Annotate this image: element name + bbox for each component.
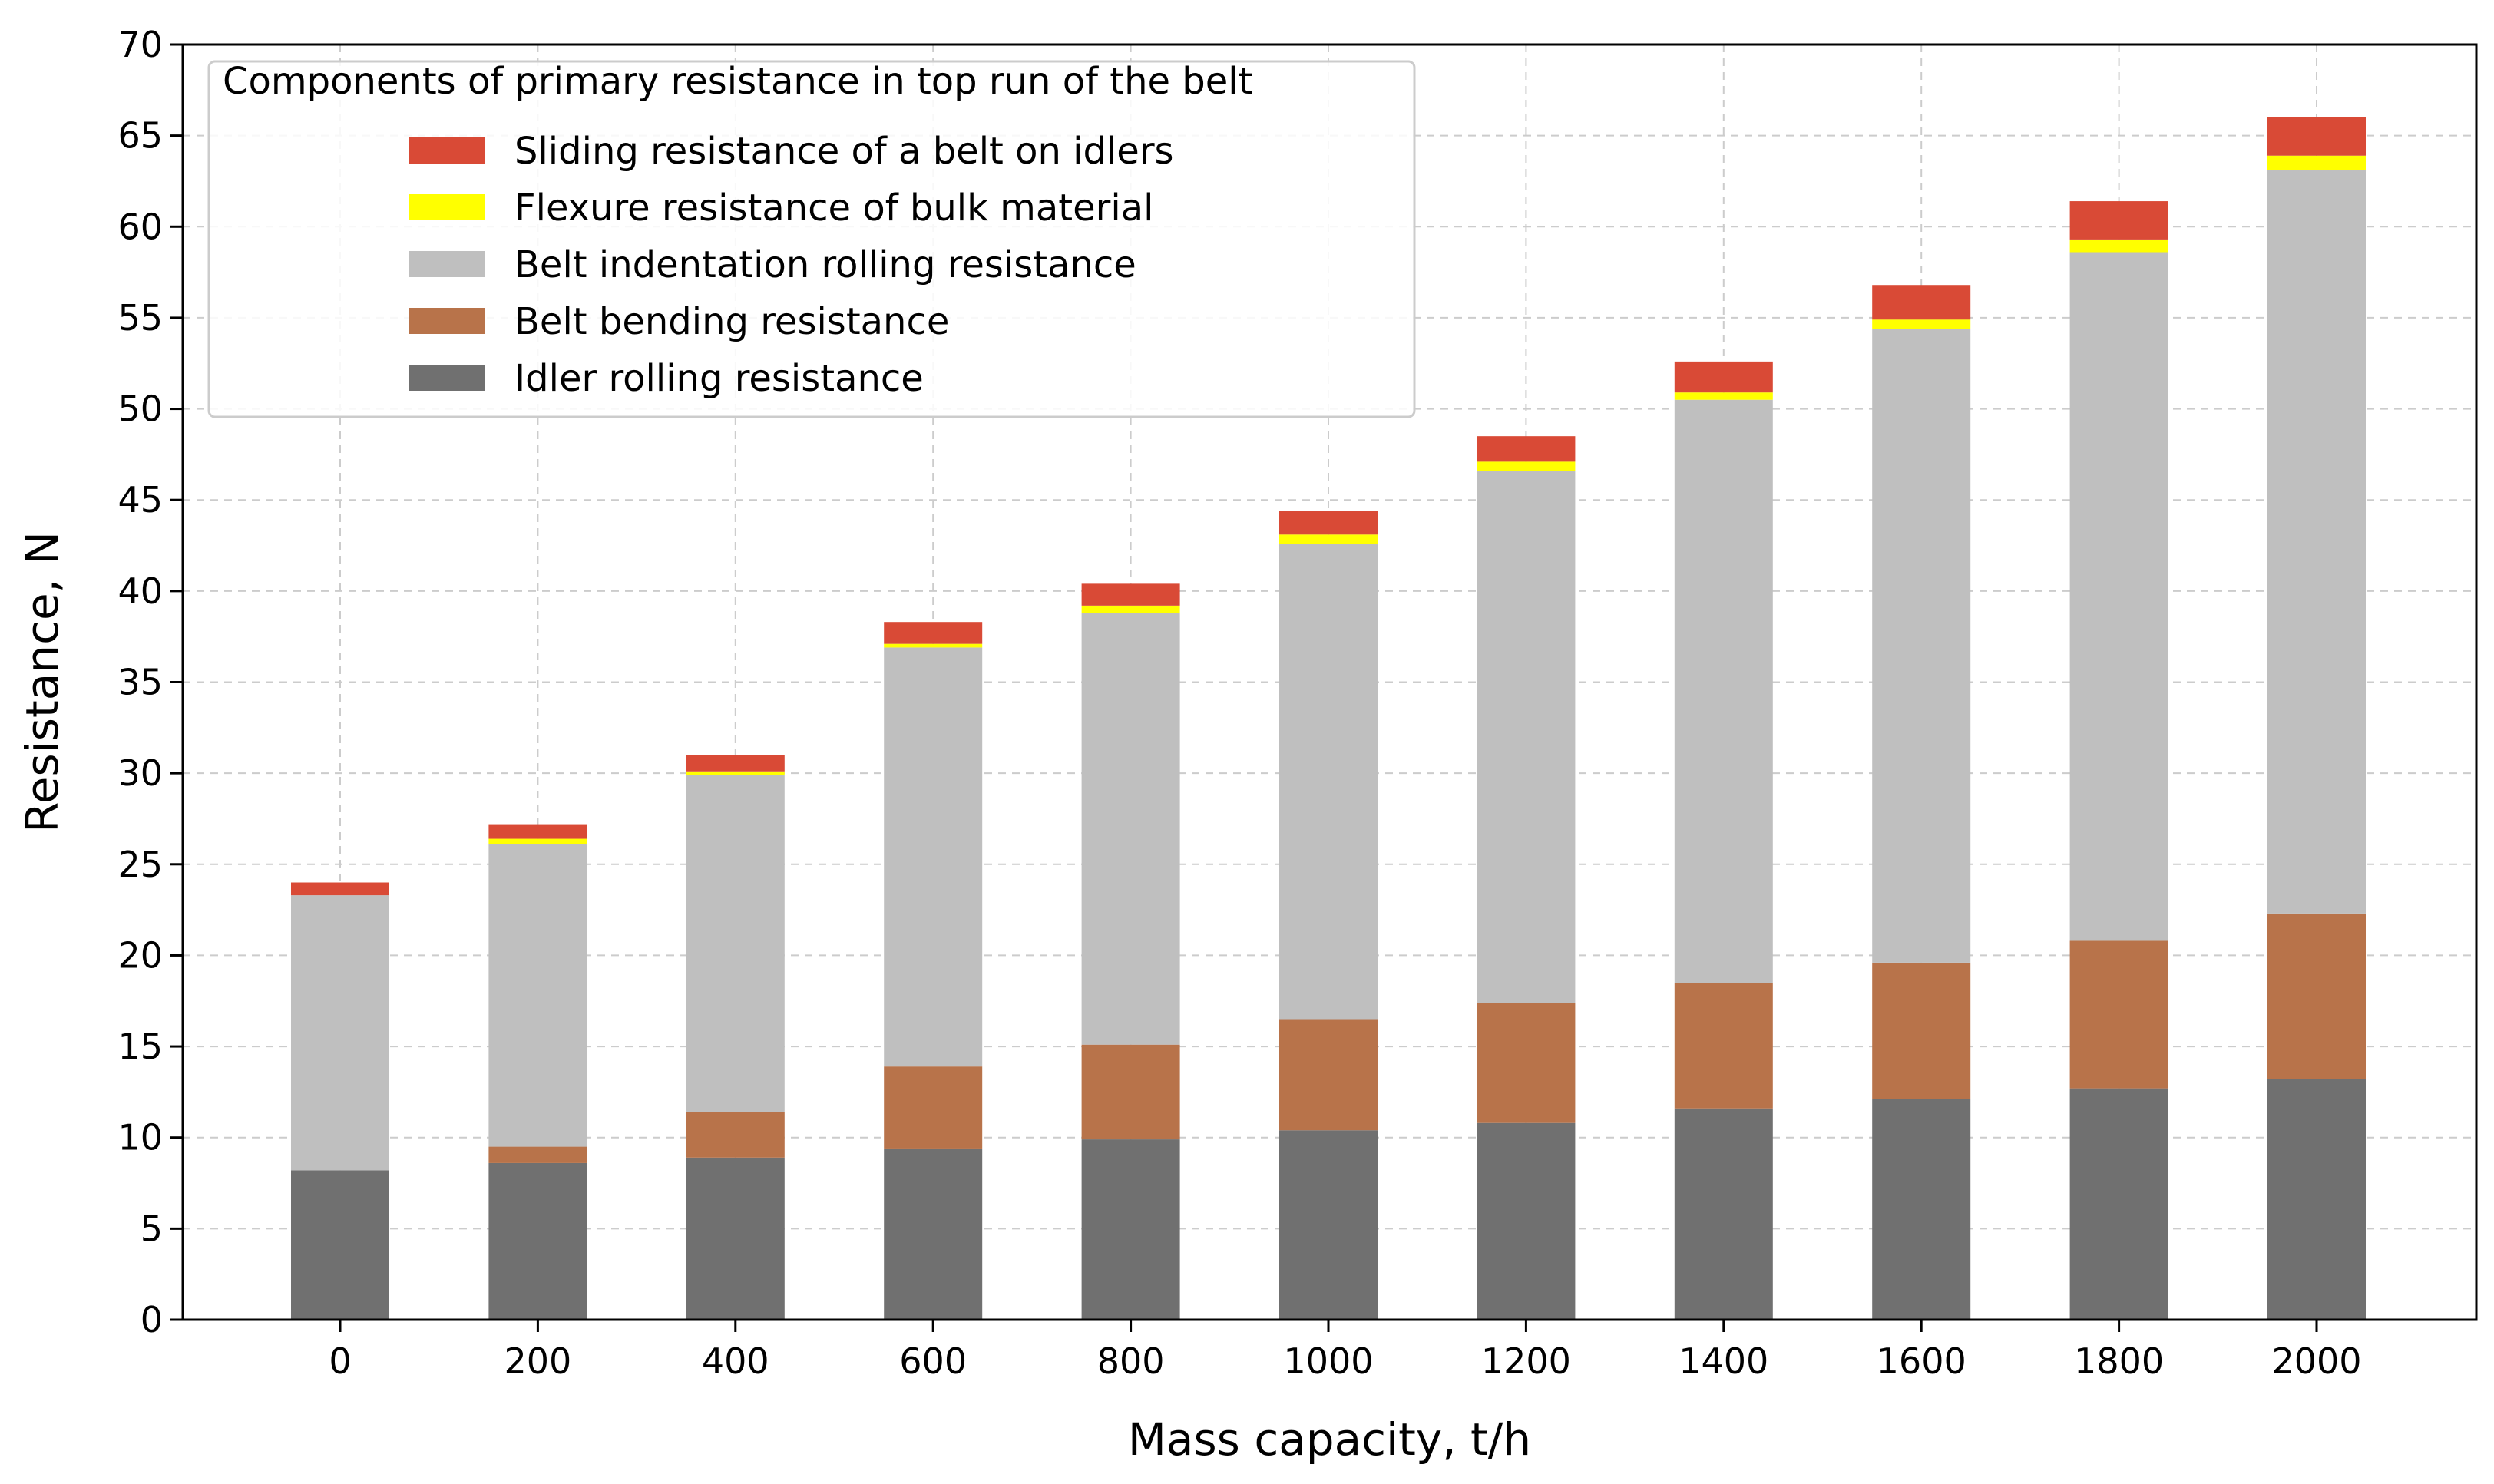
bar-segment-idler-rolling-resistance <box>1477 1122 1576 1320</box>
bar-segment-flexure-resistance-of-bulk-material <box>2267 155 2366 170</box>
x-tick-label: 800 <box>1097 1340 1165 1382</box>
x-tick-label: 1600 <box>1877 1340 1966 1382</box>
bar-segment-belt-indentation-rolling-resistance <box>884 647 983 1067</box>
bar-segment-belt-bending-resistance <box>1872 962 1971 1099</box>
y-tick-label: 35 <box>117 662 163 703</box>
bar-segment-belt-indentation-rolling-resistance <box>2069 252 2168 941</box>
bar-segment-flexure-resistance-of-bulk-material <box>686 771 785 775</box>
bar-segment-idler-rolling-resistance <box>1081 1139 1180 1320</box>
y-tick-label: 10 <box>117 1117 163 1158</box>
bar-segment-idler-rolling-resistance <box>291 1170 389 1320</box>
legend-entry-label: Belt indentation rolling resistance <box>514 243 1136 286</box>
bar-segment-idler-rolling-resistance <box>488 1162 587 1320</box>
bar-segment-flexure-resistance-of-bulk-material <box>1477 461 1576 471</box>
bar-segment-idler-rolling-resistance <box>686 1157 785 1320</box>
y-tick-label: 0 <box>141 1299 163 1340</box>
bar-segment-sliding-resistance-of-a-belt-on-idlers <box>884 622 983 644</box>
legend-box <box>207 60 1416 418</box>
bar-segment-belt-bending-resistance <box>2069 940 2168 1089</box>
y-tick-label: 30 <box>117 752 163 794</box>
bar-segment-belt-bending-resistance <box>488 1146 587 1163</box>
x-tick-label: 1000 <box>1283 1340 1373 1382</box>
bar-segment-belt-indentation-rolling-resistance <box>1872 329 1971 963</box>
y-tick-label: 5 <box>141 1208 163 1249</box>
bar-segment-belt-bending-resistance <box>1674 983 1773 1109</box>
bar-segment-flexure-resistance-of-bulk-material <box>1872 319 1971 329</box>
y-axis-label: Resistance, N <box>16 531 68 833</box>
bar-segment-sliding-resistance-of-a-belt-on-idlers <box>1477 436 1576 462</box>
y-tick-label: 55 <box>117 297 163 339</box>
ticks-layer: 0 5 10 15 20 25 30 35 40 45 50 55 60 65 70 0 200 400 600 80… <box>117 24 2361 1382</box>
bar-segment-flexure-resistance-of-bulk-material <box>1674 392 1773 400</box>
y-tick-label: 15 <box>117 1026 163 1067</box>
bar-segment-flexure-resistance-of-bulk-material <box>1081 605 1180 613</box>
bar-segment-idler-rolling-resistance <box>1279 1130 1378 1320</box>
x-tick-label: 0 <box>329 1340 351 1382</box>
legend-title: Components of primary resistance in top … <box>223 60 1252 103</box>
bar-segment-belt-bending-resistance <box>686 1112 785 1158</box>
x-tick-label: 1200 <box>1481 1340 1571 1382</box>
legend-entry-label: Belt bending resistance <box>514 300 949 343</box>
legend-entry-label: Sliding resistance of a belt on idlers <box>514 130 1174 173</box>
legend-swatch <box>409 251 485 277</box>
bar-segment-belt-indentation-rolling-resistance <box>686 775 785 1112</box>
legend-entry-label: Idler rolling resistance <box>514 357 924 400</box>
bar-segment-flexure-resistance-of-bulk-material <box>1279 534 1378 544</box>
bar-segment-belt-indentation-rolling-resistance <box>1081 613 1180 1045</box>
bar-segment-belt-indentation-rolling-resistance <box>1674 399 1773 983</box>
bar-segment-belt-bending-resistance <box>2267 913 2366 1079</box>
legend-swatch <box>409 194 485 220</box>
x-axis-label: Mass capacity, t/h <box>1128 1413 1531 1466</box>
x-tick-label: 400 <box>702 1340 769 1382</box>
legend-items: Sliding resistance of a belt on idlers Fl… <box>409 130 1174 400</box>
x-tick-label: 200 <box>504 1340 571 1382</box>
legend-entry-label: Flexure resistance of bulk material <box>514 187 1153 230</box>
bars-layer <box>291 117 2366 1320</box>
bar-segment-belt-bending-resistance <box>1477 1003 1576 1123</box>
y-tick-label: 50 <box>117 388 163 430</box>
y-tick-label: 20 <box>117 934 163 976</box>
bar-segment-sliding-resistance-of-a-belt-on-idlers <box>686 755 785 772</box>
bar-segment-belt-indentation-rolling-resistance <box>1279 544 1378 1020</box>
bar-segment-idler-rolling-resistance <box>2069 1088 2168 1320</box>
y-tick-label: 40 <box>117 570 163 612</box>
bar-segment-belt-indentation-rolling-resistance <box>291 895 389 1171</box>
bar-segment-flexure-resistance-of-bulk-material <box>2069 239 2168 253</box>
y-tick-label: 65 <box>117 115 163 157</box>
legend: Components of primary resistance in top … <box>207 60 1416 418</box>
bar-segment-sliding-resistance-of-a-belt-on-idlers <box>1081 583 1180 606</box>
y-tick-label: 25 <box>117 844 163 885</box>
bar-segment-belt-bending-resistance <box>1081 1044 1180 1140</box>
legend-swatch <box>409 365 485 391</box>
bar-segment-belt-indentation-rolling-resistance <box>2267 170 2366 914</box>
bar-segment-belt-indentation-rolling-resistance <box>488 844 587 1147</box>
bar-segment-sliding-resistance-of-a-belt-on-idlers <box>2069 201 2168 240</box>
legend-swatch <box>409 308 485 334</box>
x-tick-label: 600 <box>899 1340 967 1382</box>
bar-segment-sliding-resistance-of-a-belt-on-idlers <box>1872 285 1971 320</box>
bar-segment-belt-bending-resistance <box>1279 1019 1378 1131</box>
bar-segment-idler-rolling-resistance <box>1674 1108 1773 1320</box>
bar-segment-idler-rolling-resistance <box>2267 1079 2366 1320</box>
bar-segment-idler-rolling-resistance <box>884 1148 983 1320</box>
bar-segment-sliding-resistance-of-a-belt-on-idlers <box>291 882 389 896</box>
bar-segment-sliding-resistance-of-a-belt-on-idlers <box>1674 361 1773 393</box>
bar-segment-sliding-resistance-of-a-belt-on-idlers <box>1279 511 1378 535</box>
bar-segment-idler-rolling-resistance <box>1872 1099 1971 1320</box>
bar-segment-belt-indentation-rolling-resistance <box>1477 471 1576 1003</box>
y-tick-label: 60 <box>117 206 163 247</box>
x-tick-label: 2000 <box>2271 1340 2361 1382</box>
bar-segment-belt-bending-resistance <box>884 1066 983 1149</box>
bar-segment-sliding-resistance-of-a-belt-on-idlers <box>2267 117 2366 156</box>
x-tick-label: 1800 <box>2074 1340 2164 1382</box>
y-tick-label: 70 <box>117 24 163 65</box>
legend-swatch <box>409 137 485 164</box>
y-tick-label: 45 <box>117 479 163 521</box>
bar-segment-sliding-resistance-of-a-belt-on-idlers <box>488 824 587 839</box>
bar-segment-flexure-resistance-of-bulk-material <box>488 838 587 844</box>
bar-segment-flexure-resistance-of-bulk-material <box>884 643 983 648</box>
x-tick-label: 1400 <box>1679 1340 1768 1382</box>
